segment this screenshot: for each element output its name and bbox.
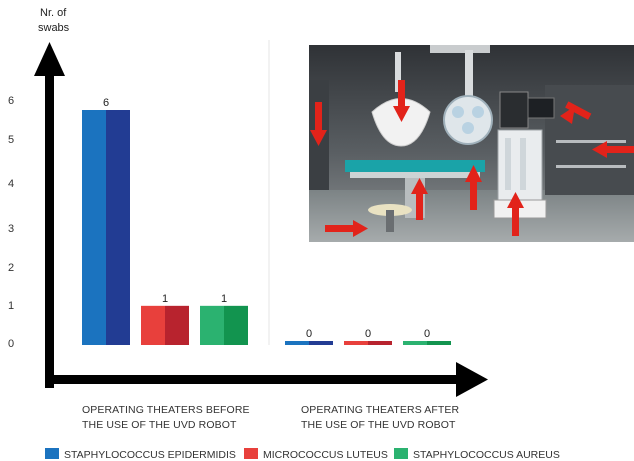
y-tick-label: 5 xyxy=(8,134,14,146)
bar xyxy=(344,341,392,345)
data-label: 1 xyxy=(162,293,168,305)
legend-label-aureus: STAPHYLOCOCCUS AUREUS xyxy=(413,449,560,461)
y-tick-label: 6 xyxy=(8,95,14,107)
category-label-after-line-2: THE USE OF THE UVD ROBOT xyxy=(301,419,456,431)
category-label-after-line-1: OPERATING THEATERS AFTER xyxy=(301,404,459,416)
legend-swatch-aureus xyxy=(394,448,408,459)
y-tick-label: 1 xyxy=(8,300,14,312)
legend-label-luteus: MICROCOCCUS LUTEUS xyxy=(263,449,388,461)
y-axis-label-line-1: Nr. of xyxy=(40,7,67,19)
data-label: 6 xyxy=(103,97,109,109)
bar xyxy=(141,305,189,345)
legend-swatch-epidermidis xyxy=(45,448,59,459)
category-label-before-line-2: THE USE OF THE UVD ROBOT xyxy=(82,419,237,431)
operating-theater-photo xyxy=(309,45,634,242)
legend: STAPHYLOCOCCUS EPIDERMIDIS MICROCOCCUS L… xyxy=(45,448,560,461)
data-label: 0 xyxy=(306,328,312,340)
bar xyxy=(200,305,248,345)
data-label: 1 xyxy=(221,293,227,305)
bars xyxy=(82,110,451,345)
data-labels: 6 1 1 0 0 0 xyxy=(103,97,430,340)
category-label-before-line-1: OPERATING THEATERS BEFORE xyxy=(82,404,250,416)
y-tick-label: 0 xyxy=(8,338,14,350)
legend-swatch-luteus xyxy=(244,448,258,459)
data-label: 0 xyxy=(365,328,371,340)
y-axis-label-line-2: swabs xyxy=(38,22,70,34)
y-tick-label: 3 xyxy=(8,223,14,235)
y-axis-ticks: 0 1 2 3 4 5 6 xyxy=(8,95,14,350)
bar xyxy=(82,110,130,345)
legend-label-epidermidis: STAPHYLOCOCCUS EPIDERMIDIS xyxy=(64,449,236,461)
bar xyxy=(285,341,333,345)
y-tick-label: 4 xyxy=(8,178,14,190)
bar xyxy=(403,341,451,345)
x-axis-arrow xyxy=(45,362,488,397)
y-axis-arrow xyxy=(34,42,65,388)
y-tick-label: 2 xyxy=(8,262,14,274)
data-label: 0 xyxy=(424,328,430,340)
